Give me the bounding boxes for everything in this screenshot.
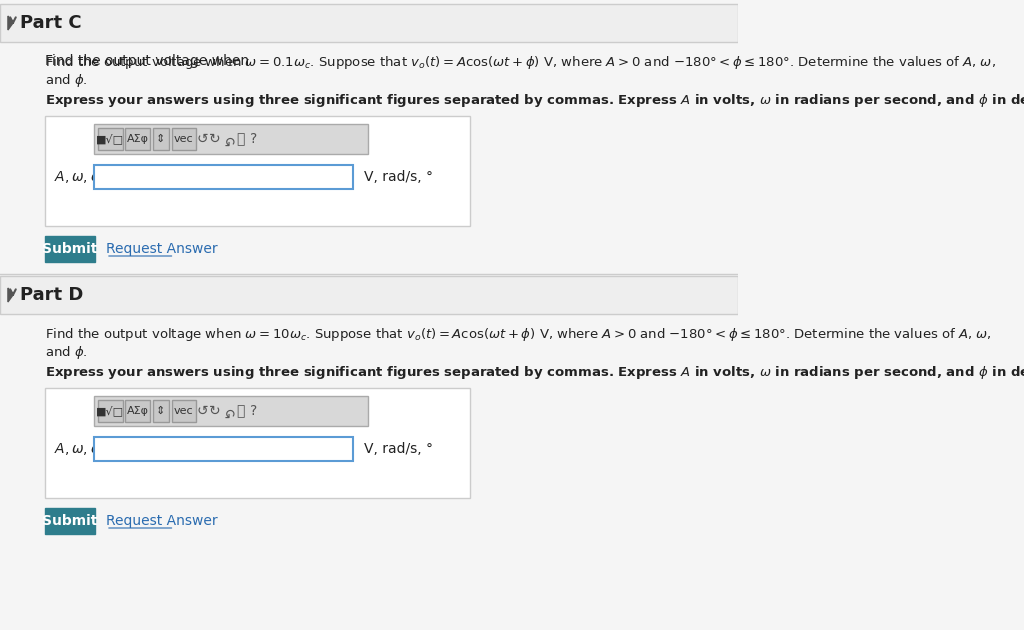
Text: ↺: ↺ xyxy=(196,132,208,146)
Text: ■√□: ■√□ xyxy=(96,406,124,416)
Text: vec: vec xyxy=(174,134,194,144)
Text: V, rad/s, °: V, rad/s, ° xyxy=(365,442,433,456)
Text: Express your answers using three significant figures separated by commas. Expres: Express your answers using three signifi… xyxy=(45,92,1024,109)
Text: Part D: Part D xyxy=(20,286,84,304)
Text: Find the output voltage when $\omega = 10\omega_c$. Suppose that $v_o(t) = A\cos: Find the output voltage when $\omega = 1… xyxy=(45,326,991,343)
Text: ⌸: ⌸ xyxy=(237,404,245,418)
FancyBboxPatch shape xyxy=(153,128,169,150)
FancyBboxPatch shape xyxy=(0,276,738,314)
FancyBboxPatch shape xyxy=(126,128,150,150)
Text: ↺: ↺ xyxy=(222,132,233,146)
Text: Find the output voltage when $\omega = 0.1\omega_c$. Suppose that $v_o(t) = A\co: Find the output voltage when $\omega = 0… xyxy=(45,54,995,71)
Text: ?: ? xyxy=(250,404,257,418)
Text: Request Answer: Request Answer xyxy=(105,242,218,256)
FancyBboxPatch shape xyxy=(94,437,353,461)
FancyBboxPatch shape xyxy=(94,124,368,154)
Text: and $\phi$.: and $\phi$. xyxy=(45,72,87,89)
Text: AΣφ: AΣφ xyxy=(127,406,148,416)
FancyBboxPatch shape xyxy=(172,400,197,422)
Text: $A, \omega, \phi =$: $A, \omega, \phi =$ xyxy=(54,440,114,458)
Text: Express your answers using three significant figures separated by commas. Expres: Express your answers using three signifi… xyxy=(45,364,1024,381)
FancyBboxPatch shape xyxy=(98,400,123,422)
FancyBboxPatch shape xyxy=(45,236,95,262)
Text: Request Answer: Request Answer xyxy=(105,514,218,528)
Text: V, rad/s, °: V, rad/s, ° xyxy=(365,170,433,184)
FancyBboxPatch shape xyxy=(94,165,353,189)
Text: ⇕: ⇕ xyxy=(156,134,166,144)
FancyBboxPatch shape xyxy=(153,400,169,422)
Text: Part C: Part C xyxy=(20,14,82,32)
Text: ↻: ↻ xyxy=(209,132,220,146)
FancyBboxPatch shape xyxy=(45,116,470,226)
FancyBboxPatch shape xyxy=(45,388,470,498)
FancyBboxPatch shape xyxy=(45,508,95,534)
Text: ↺: ↺ xyxy=(222,404,233,418)
Text: ⇕: ⇕ xyxy=(156,406,166,416)
Text: Find the output voltage when: Find the output voltage when xyxy=(45,54,253,68)
Polygon shape xyxy=(8,16,13,30)
Text: ↺: ↺ xyxy=(196,404,208,418)
Text: Submit: Submit xyxy=(42,514,97,528)
FancyBboxPatch shape xyxy=(0,4,738,42)
FancyBboxPatch shape xyxy=(94,396,368,426)
Text: AΣφ: AΣφ xyxy=(127,134,148,144)
Text: ■√□: ■√□ xyxy=(96,134,124,144)
FancyBboxPatch shape xyxy=(126,400,150,422)
Text: vec: vec xyxy=(174,406,194,416)
Polygon shape xyxy=(8,288,13,302)
Text: $A, \omega, \phi =$: $A, \omega, \phi =$ xyxy=(54,168,114,186)
Text: and $\phi$.: and $\phi$. xyxy=(45,344,87,361)
Text: ?: ? xyxy=(250,132,257,146)
Text: ↻: ↻ xyxy=(209,404,220,418)
FancyBboxPatch shape xyxy=(98,128,123,150)
Text: Submit: Submit xyxy=(42,242,97,256)
FancyBboxPatch shape xyxy=(172,128,197,150)
Text: ⌸: ⌸ xyxy=(237,132,245,146)
